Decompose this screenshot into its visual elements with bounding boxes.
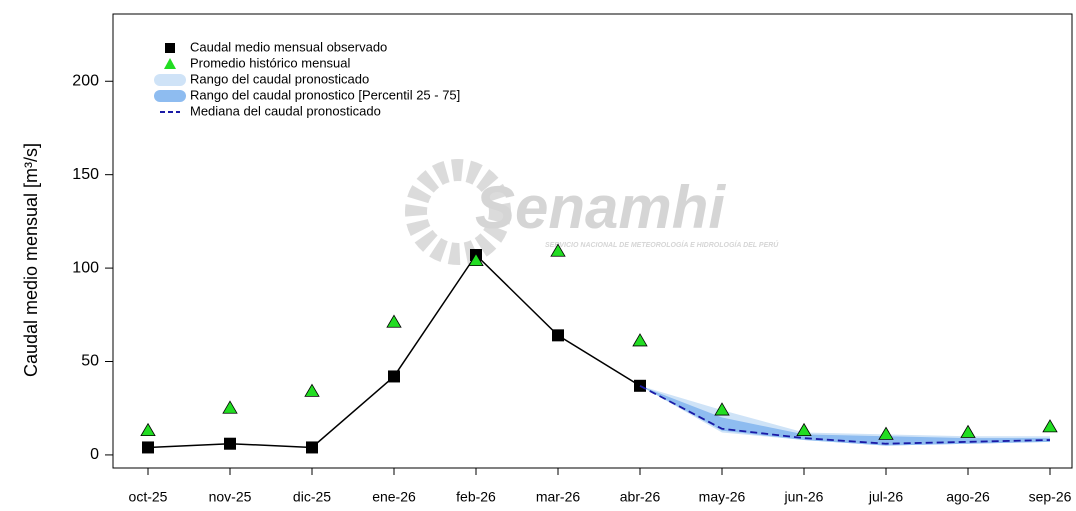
x-tick-label: feb-26 bbox=[456, 489, 496, 505]
historic-marker bbox=[878, 426, 894, 440]
historic-marker bbox=[632, 333, 648, 347]
legend-label: Mediana del caudal pronosticado bbox=[190, 103, 381, 118]
watermark-subtitle: SERVICIO NACIONAL DE METEOROLOGÍA E HIDR… bbox=[545, 240, 779, 249]
x-tick-label: ago-26 bbox=[946, 489, 990, 505]
y-axis-label: Caudal medio mensual [m³/s] bbox=[21, 143, 41, 377]
historic-marker bbox=[222, 400, 238, 414]
historic-marker bbox=[550, 243, 566, 257]
y-tick-label: 150 bbox=[72, 166, 99, 183]
legend-label: Caudal medio mensual observado bbox=[190, 39, 387, 54]
historic-marker bbox=[1042, 419, 1058, 433]
legend-swatch bbox=[165, 43, 175, 53]
y-tick-label: 200 bbox=[72, 72, 99, 89]
legend-label: Rango del caudal pronostico [Percentil 2… bbox=[190, 87, 460, 102]
x-tick-label: dic-25 bbox=[293, 489, 331, 505]
plot-frame bbox=[112, 13, 1073, 469]
watermark-title: Senamhi bbox=[475, 174, 726, 241]
legend-label: Promedio histórico mensual bbox=[190, 55, 351, 70]
observed-marker bbox=[552, 329, 564, 342]
x-tick-label: jun-26 bbox=[784, 489, 824, 505]
median-line bbox=[639, 384, 1051, 445]
x-tick-label: jul-26 bbox=[868, 489, 903, 505]
historic-marker bbox=[140, 422, 156, 437]
y-tick-label: 50 bbox=[81, 353, 99, 370]
y-tick-label: 100 bbox=[72, 259, 99, 276]
legend-label: Rango del caudal pronosticado bbox=[190, 71, 369, 86]
observed-marker bbox=[388, 370, 400, 383]
observed-line bbox=[147, 253, 641, 449]
historic-marker bbox=[796, 422, 812, 437]
y-tick-label: 0 bbox=[90, 446, 99, 463]
x-tick-label: sep-26 bbox=[1029, 489, 1072, 505]
historic-marker bbox=[468, 252, 484, 267]
x-tick-label: mar-26 bbox=[536, 489, 581, 505]
legend-swatch bbox=[164, 58, 176, 69]
observed-marker bbox=[142, 441, 154, 454]
x-tick-label: abr-26 bbox=[620, 489, 661, 505]
historic-marker bbox=[960, 424, 976, 438]
x-tick-label: may-26 bbox=[699, 489, 746, 505]
observed-marker bbox=[224, 437, 236, 450]
observed-marker bbox=[306, 441, 318, 454]
legend-swatch bbox=[154, 90, 186, 102]
historic-marker bbox=[386, 314, 402, 328]
historic-marker bbox=[304, 383, 320, 397]
watermark-sun bbox=[405, 159, 511, 265]
x-tick-label: nov-25 bbox=[209, 489, 252, 505]
watermark: Senamhi SERVICIO NACIONAL DE METEOROLOGÍ… bbox=[405, 159, 779, 265]
x-tick-label: ene-26 bbox=[372, 489, 416, 505]
historic-marker bbox=[714, 402, 730, 416]
legend-swatch bbox=[154, 74, 186, 86]
x-tick-label: oct-25 bbox=[129, 489, 168, 505]
